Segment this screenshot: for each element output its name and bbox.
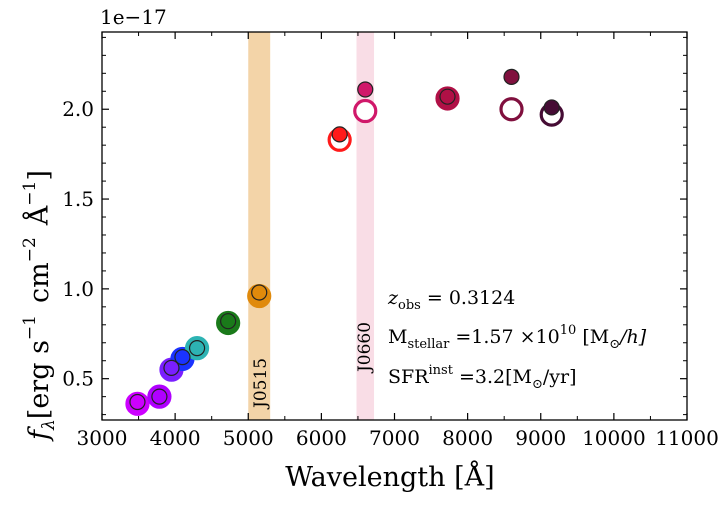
band-J0515	[248, 32, 271, 420]
observed-point	[188, 340, 206, 357]
x-tick-label: 10000	[582, 426, 646, 450]
sfr-annotation: SFRinst =3.2[M⊙/yr]	[388, 363, 577, 392]
observed-point	[129, 393, 146, 411]
x-tick-label: 4000	[150, 426, 201, 450]
stellar-mass-annotation: Mstellar =1.57 ×1010 [M⊙/h]	[388, 323, 647, 352]
model-point	[499, 97, 524, 122]
x-tick-label: 11000	[655, 426, 719, 450]
offset-label: 1e−17	[100, 5, 167, 29]
y-label-angstrom: Å	[22, 205, 55, 226]
y-label-exp3: −1	[20, 181, 40, 206]
y-tick-label: 1.0	[62, 277, 94, 301]
band-label-J0515: J0515	[251, 358, 271, 410]
observed-point	[220, 313, 237, 330]
observed-point	[439, 88, 456, 105]
x-tick-label: 5000	[223, 426, 274, 450]
observed-point	[357, 81, 374, 98]
x-tick-label: 3000	[77, 426, 128, 450]
observed-point	[503, 68, 520, 86]
x-tick-label: 6000	[296, 426, 347, 450]
y-tick-label: 1.5	[62, 187, 94, 211]
redshift-annotation: zobs = 0.3124	[387, 287, 515, 313]
y-tick-label: 0.5	[62, 367, 94, 391]
band-label-J0660: J0660	[355, 322, 375, 374]
y-label-cm: cm	[24, 262, 55, 303]
model-point	[353, 98, 378, 124]
x-axis-label: Wavelength [Å]	[285, 460, 494, 493]
observed-point	[174, 349, 191, 366]
observed-point	[331, 126, 348, 143]
y-label-erg: [erg s	[24, 340, 55, 419]
y-label-exp1: −1	[20, 315, 40, 340]
y-label-close: ]	[24, 170, 55, 181]
x-tick-label: 7000	[369, 426, 420, 450]
y-label-lambda: λ	[39, 419, 59, 431]
observed-point	[151, 388, 168, 405]
band-J0660	[356, 32, 375, 420]
y-label-exp2: −2	[20, 237, 40, 262]
y-tick-label: 2.0	[62, 97, 94, 121]
observed-point	[163, 359, 180, 377]
y-axis-label: fλ[erg s−1cm−2Å−1]	[20, 170, 59, 442]
x-tick-label: 9000	[515, 426, 566, 450]
observed-point	[251, 284, 268, 301]
x-tick-label: 8000	[442, 426, 493, 450]
observed-point	[543, 99, 560, 116]
